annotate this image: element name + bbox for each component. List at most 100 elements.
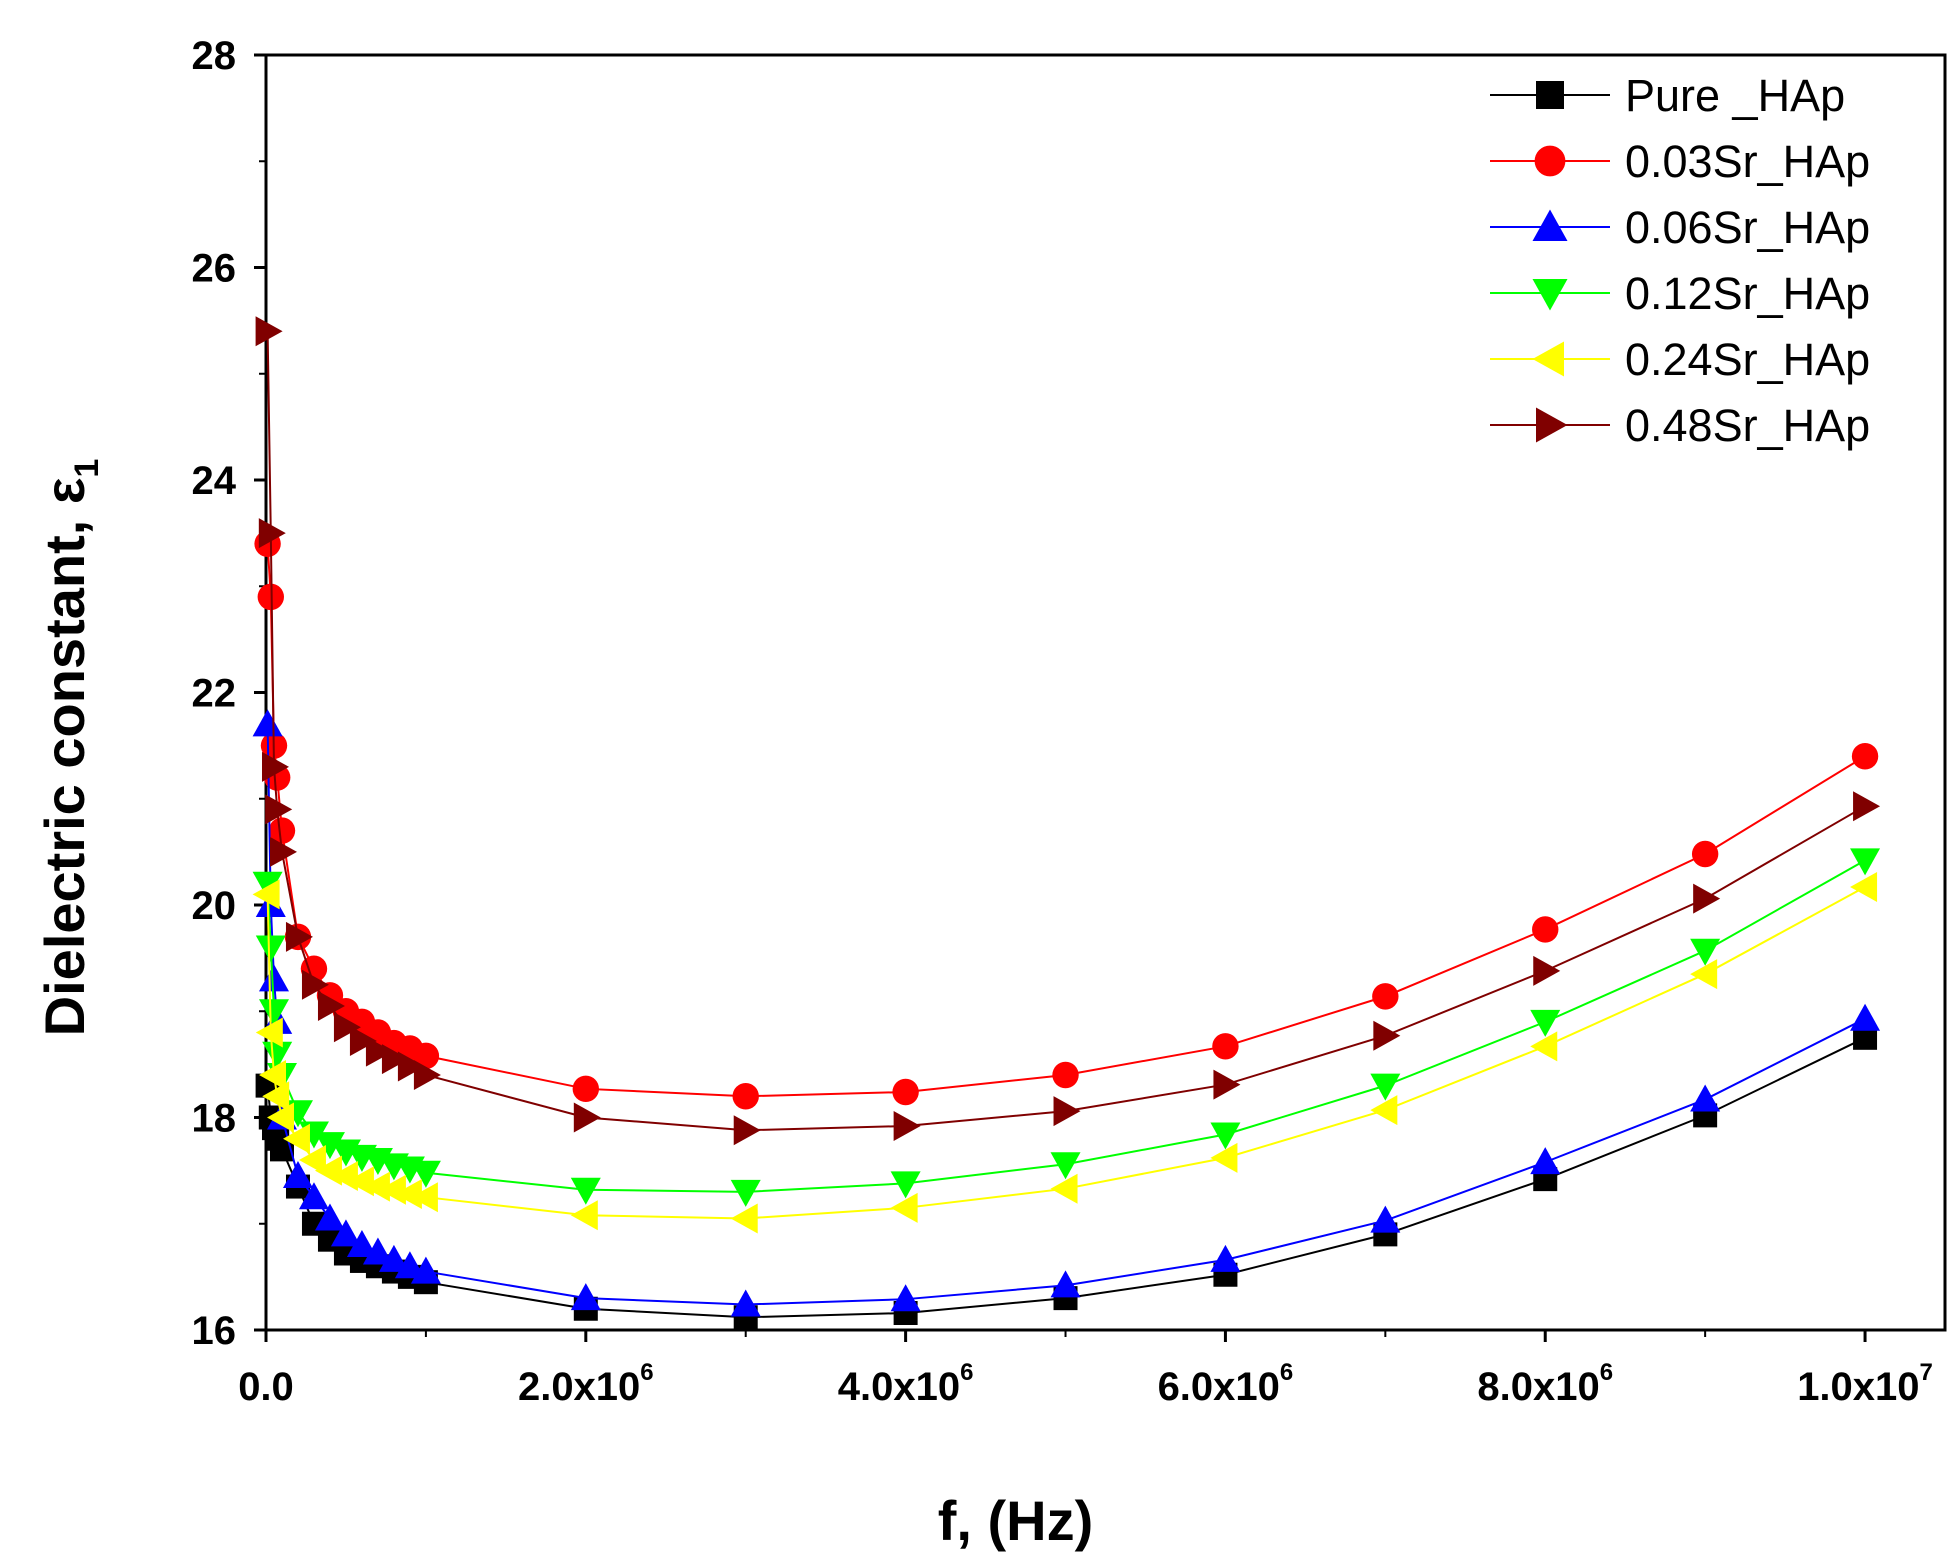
- data-point: [413, 1060, 441, 1090]
- data-point: [314, 1203, 345, 1231]
- data-point: [573, 1102, 601, 1133]
- data-point: [1690, 1084, 1721, 1112]
- y-tick-label: 18: [192, 1097, 237, 1141]
- data-point: [269, 836, 297, 867]
- data-point: [394, 1251, 425, 1279]
- data-point: [394, 1179, 422, 1209]
- data-point: [1372, 983, 1399, 1010]
- data-point: [1370, 1073, 1401, 1101]
- data-point: [258, 964, 289, 992]
- series-0-03sr-hap: [254, 530, 1879, 1110]
- data-point: [362, 1237, 393, 1265]
- data-point: [730, 1289, 761, 1317]
- data-point: [378, 1174, 406, 1205]
- y-tick-label: 20: [192, 884, 237, 928]
- y-tick-label: 16: [192, 1309, 237, 1353]
- legend-label: 0.48Sr_HAp: [1625, 400, 1870, 451]
- data-point: [1690, 959, 1718, 990]
- data-point: [1050, 1152, 1081, 1180]
- series-0-12sr-hap: [252, 848, 1881, 1207]
- y-axis-title-subscript: 1: [68, 459, 106, 478]
- data-point: [258, 1060, 286, 1090]
- data-point: [1532, 916, 1559, 943]
- tick-labels: 16 18 20 22 24 26 28 0.0 2.0x106 4.0x106 6.0x106 8.…: [192, 34, 1933, 1409]
- y-tick-label: 28: [192, 34, 237, 78]
- x-axis-title: f, (Hz): [938, 1489, 1094, 1552]
- data-point: [1850, 871, 1878, 902]
- data-point: [252, 709, 283, 737]
- series-line: [266, 859, 1866, 1193]
- legend-item: Pure _HAp: [1490, 70, 1845, 121]
- legend-item: 0.48Sr_HAp: [1490, 400, 1870, 451]
- data-point: [1210, 1244, 1241, 1272]
- x-tick-label: 1.0x107: [1797, 1359, 1933, 1409]
- data-point: [1053, 1096, 1081, 1127]
- data-point: [255, 1017, 283, 1048]
- data-point: [1853, 791, 1881, 822]
- legend-label: 0.12Sr_HAp: [1625, 268, 1870, 319]
- data-point: [570, 1200, 598, 1231]
- y-tick-label: 26: [192, 247, 237, 291]
- x-tick-label: 8.0x106: [1477, 1359, 1613, 1409]
- data-point: [1533, 955, 1561, 986]
- legend-marker: [1536, 407, 1568, 443]
- data-point: [1050, 1270, 1081, 1298]
- data-point: [1370, 1095, 1398, 1126]
- legend-marker: [1532, 209, 1568, 241]
- data-point: [732, 1083, 759, 1110]
- data-point: [572, 1075, 600, 1103]
- legend-label: 0.24Sr_HAp: [1625, 334, 1870, 385]
- data-point: [570, 1283, 601, 1311]
- legend-label: 0.06Sr_HAp: [1625, 202, 1870, 253]
- data-point: [298, 1145, 326, 1175]
- data-point: [1530, 1009, 1561, 1037]
- data-point: [890, 1192, 918, 1223]
- data-point: [1373, 1020, 1401, 1051]
- x-tick-label: 6.0x106: [1158, 1359, 1294, 1409]
- data-point: [265, 794, 293, 825]
- data-point: [261, 751, 289, 782]
- data-point: [330, 1219, 361, 1247]
- data-point: [317, 990, 345, 1021]
- series-0-06sr-hap: [252, 709, 1881, 1317]
- data-point: [1052, 1061, 1079, 1089]
- data-point: [1530, 1031, 1558, 1062]
- legend: Pure _HAp 0.03Sr_HAp 0.06Sr_HAp 0.12Sr_HAp 0…: [1490, 70, 1870, 451]
- data-point: [1850, 1003, 1881, 1031]
- series-line: [266, 543, 1866, 1098]
- data-point: [314, 1132, 345, 1160]
- y-tick-label: 24: [192, 459, 237, 503]
- legend-item: 0.03Sr_HAp: [1490, 136, 1870, 187]
- legend-marker: [1534, 145, 1566, 177]
- series-0-48sr-hap: [255, 316, 1881, 1146]
- data-point: [381, 1044, 409, 1075]
- legend-label: 0.03Sr_HAp: [1625, 136, 1870, 187]
- legend-marker: [1532, 341, 1564, 377]
- data-point: [730, 1179, 761, 1207]
- data-point: [1370, 1205, 1401, 1233]
- data-point: [262, 1041, 293, 1069]
- data-point: [730, 1203, 758, 1234]
- data-point: [1213, 1069, 1241, 1100]
- series-0-24sr-hap: [252, 871, 1878, 1234]
- legend-label: Pure _HAp: [1625, 70, 1845, 121]
- data-point: [1210, 1142, 1238, 1173]
- data-point: [266, 1102, 294, 1133]
- x-tick-label: 0.0: [238, 1365, 294, 1409]
- data-point: [1530, 1147, 1561, 1175]
- legend-item: 0.06Sr_HAp: [1490, 202, 1870, 253]
- data-point: [1050, 1173, 1078, 1204]
- data-point: [262, 1081, 290, 1112]
- data-point: [252, 871, 283, 899]
- data-point: [349, 1026, 377, 1056]
- data-point: [1210, 1122, 1241, 1150]
- series-line: [266, 724, 1866, 1306]
- data-point: [378, 1244, 409, 1272]
- plot-frame: [264, 53, 1947, 1332]
- data-point: [333, 1012, 361, 1043]
- series-layer: [252, 316, 1881, 1330]
- data-point: [410, 1160, 441, 1188]
- data-point: [1690, 938, 1721, 966]
- data-point: [282, 1160, 313, 1188]
